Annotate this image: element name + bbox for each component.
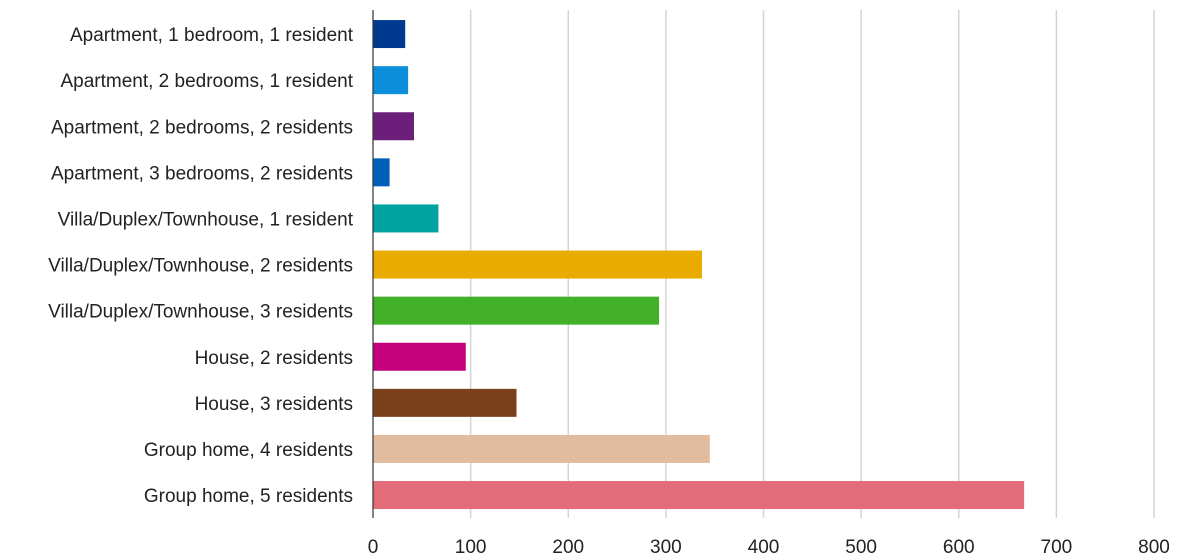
bars bbox=[373, 20, 1025, 510]
category-label: Apartment, 3 bedrooms, 2 residents bbox=[51, 163, 353, 184]
x-tick-label: 0 bbox=[368, 537, 379, 557]
category-label: House, 3 residents bbox=[195, 394, 353, 415]
bar bbox=[373, 66, 409, 95]
bar bbox=[373, 158, 390, 187]
category-label: Group home, 5 residents bbox=[144, 486, 353, 507]
category-label: Apartment, 1 bedroom, 1 resident bbox=[70, 25, 354, 46]
category-label: Villa/Duplex/Townhouse, 3 residents bbox=[48, 302, 353, 323]
category-label: Apartment, 2 bedrooms, 1 resident bbox=[60, 71, 353, 92]
x-tick-label: 700 bbox=[1041, 537, 1073, 557]
x-tick-label: 600 bbox=[943, 537, 975, 557]
x-tick-label: 800 bbox=[1138, 537, 1170, 557]
bar bbox=[373, 388, 517, 417]
bar bbox=[373, 204, 439, 233]
category-label: Villa/Duplex/Townhouse, 1 resident bbox=[58, 209, 354, 230]
category-labels: Apartment, 1 bedroom, 1 resident Apartmen… bbox=[48, 25, 354, 507]
x-tick-label: 200 bbox=[552, 537, 584, 557]
category-label: Apartment, 2 bedrooms, 2 residents bbox=[51, 117, 353, 138]
category-label: Group home, 4 residents bbox=[144, 440, 353, 461]
bar bbox=[373, 112, 415, 141]
bar bbox=[373, 250, 702, 279]
category-label: House, 2 residents bbox=[195, 348, 353, 369]
bar bbox=[373, 481, 1025, 510]
category-label: Villa/Duplex/Townhouse, 2 residents bbox=[48, 256, 353, 277]
x-axis-ticks: 0 100 200 300 400 500 600 700 800 bbox=[368, 537, 1170, 557]
bar bbox=[373, 434, 710, 463]
x-tick-label: 400 bbox=[748, 537, 780, 557]
x-tick-label: 300 bbox=[650, 537, 682, 557]
x-tick-label: 500 bbox=[845, 537, 877, 557]
bar bbox=[373, 296, 660, 325]
x-tick-label: 100 bbox=[455, 537, 487, 557]
bar bbox=[373, 342, 466, 371]
bar bbox=[373, 20, 406, 49]
